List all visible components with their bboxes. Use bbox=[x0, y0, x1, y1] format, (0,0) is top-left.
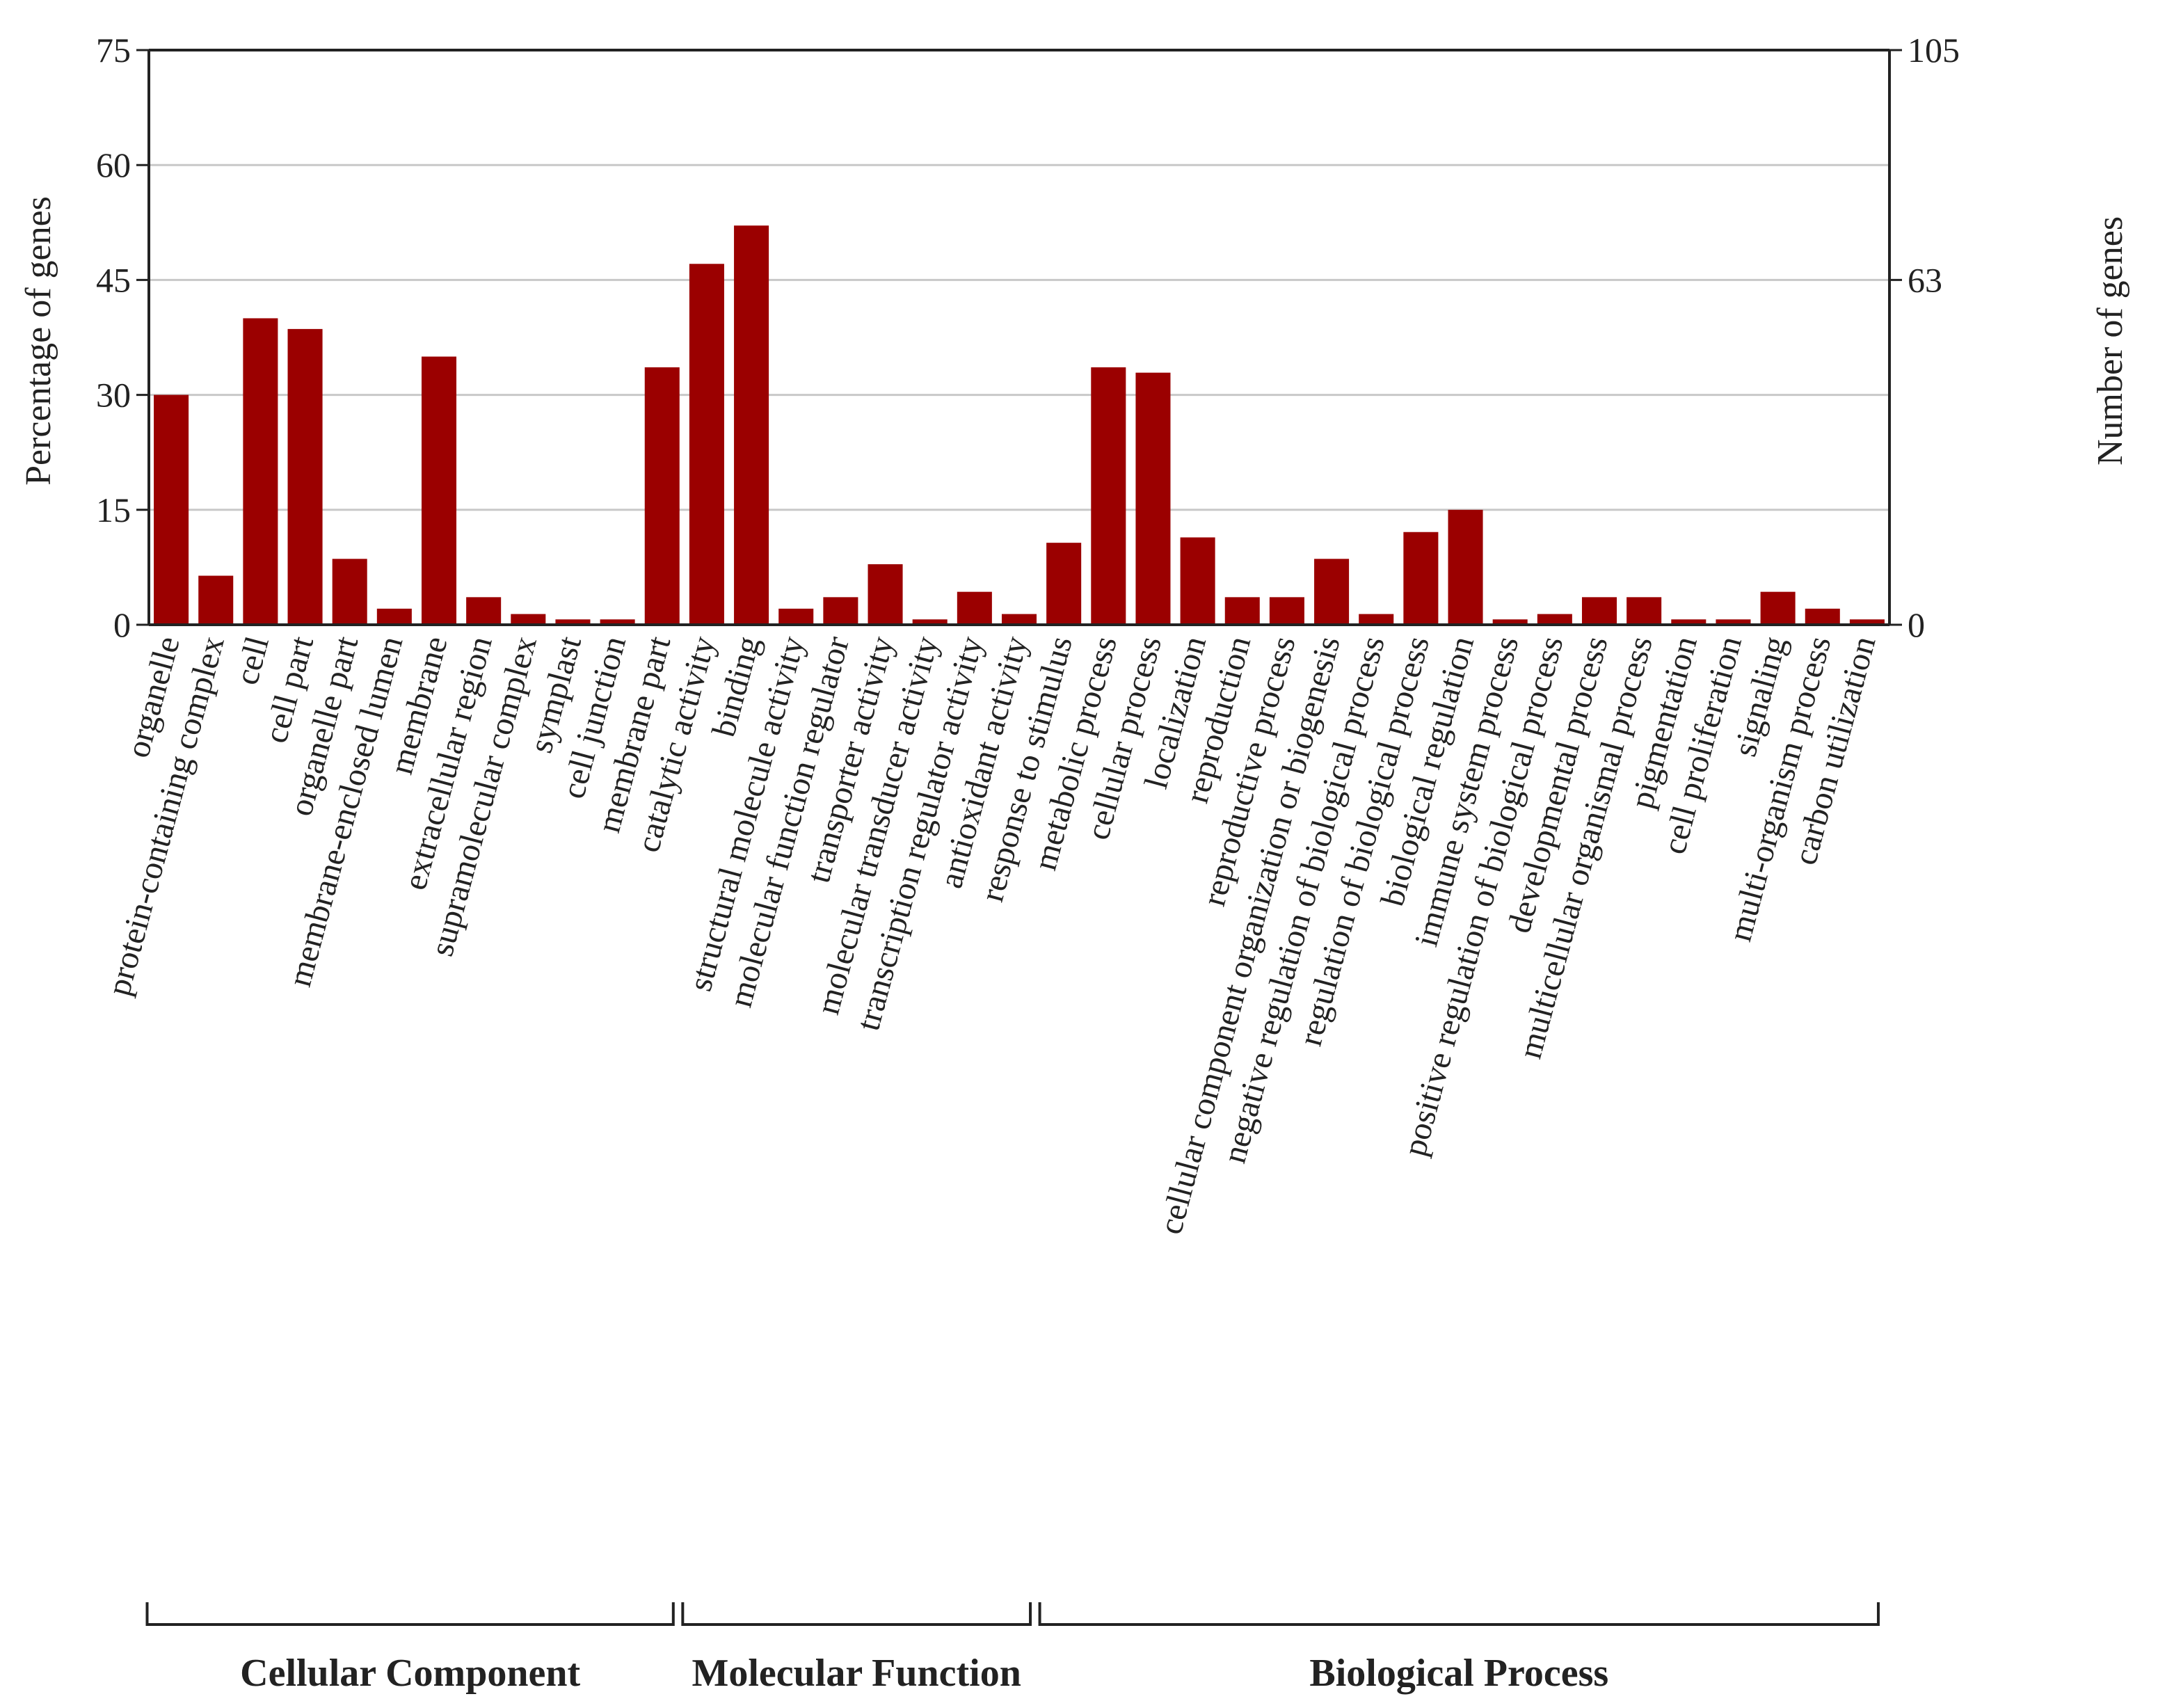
bar bbox=[421, 356, 457, 625]
bar bbox=[1805, 608, 1840, 625]
bar bbox=[1135, 372, 1171, 625]
bar bbox=[1269, 597, 1304, 625]
bar bbox=[1760, 591, 1796, 625]
bar bbox=[154, 394, 189, 625]
bar bbox=[957, 591, 992, 625]
bar bbox=[1001, 614, 1037, 625]
y-axis-title-right: Number of genes bbox=[2091, 216, 2130, 465]
bar bbox=[287, 328, 323, 625]
y-tick-label-right: 105 bbox=[1908, 31, 1960, 70]
bar bbox=[823, 597, 858, 625]
bar bbox=[1314, 559, 1350, 625]
category-label: cell bbox=[228, 632, 276, 689]
y-tick-label-right: 0 bbox=[1908, 605, 1925, 644]
grid-lines bbox=[149, 49, 1889, 511]
bar bbox=[1359, 614, 1394, 625]
bar bbox=[1046, 543, 1082, 625]
y-tick-label-left: 0 bbox=[113, 605, 131, 644]
group-bracket bbox=[1038, 1602, 1880, 1626]
bar bbox=[644, 367, 680, 625]
bar bbox=[1849, 619, 1885, 625]
y-tick-label-left: 45 bbox=[96, 260, 131, 299]
category-groups: Cellular Component Molecular Function Biol… bbox=[145, 1602, 1880, 1695]
bar bbox=[243, 318, 278, 625]
group-label: Cellular Component bbox=[240, 1652, 580, 1695]
bar bbox=[868, 564, 903, 625]
y-tick-label-left: 30 bbox=[96, 376, 131, 415]
bar bbox=[912, 619, 948, 625]
bar bbox=[1581, 597, 1617, 625]
bar bbox=[1492, 619, 1528, 625]
bar bbox=[689, 264, 724, 625]
y-tick-label-left: 75 bbox=[96, 31, 131, 70]
bar bbox=[1537, 614, 1572, 625]
bar bbox=[1091, 367, 1126, 625]
group-bracket bbox=[145, 1602, 675, 1626]
bar bbox=[1448, 509, 1483, 625]
bar bbox=[332, 559, 367, 625]
bar bbox=[511, 614, 546, 625]
bar bbox=[376, 608, 412, 625]
bar bbox=[466, 597, 502, 625]
bar bbox=[734, 225, 769, 625]
bar bbox=[555, 619, 591, 625]
bar bbox=[1403, 532, 1439, 625]
bar bbox=[1224, 597, 1260, 625]
bar bbox=[778, 608, 814, 625]
y-axis-title-left: Percentage of genes bbox=[19, 196, 58, 486]
bar bbox=[1627, 597, 1662, 625]
bar bbox=[600, 619, 635, 625]
bars bbox=[154, 225, 1885, 625]
y-tick-label-left: 60 bbox=[96, 145, 131, 184]
bar bbox=[198, 575, 234, 625]
group-bracket bbox=[681, 1602, 1032, 1626]
y-tick-label-left: 15 bbox=[96, 490, 131, 529]
axes: 0 15 30 45 60 75 0 63 105 bbox=[96, 31, 1960, 644]
bar bbox=[1716, 619, 1751, 625]
bar bbox=[1180, 537, 1215, 625]
group-label: Molecular Function bbox=[692, 1652, 1021, 1695]
group-label: Biological Process bbox=[1309, 1652, 1608, 1695]
y-tick-label-right: 63 bbox=[1908, 260, 1942, 299]
bar bbox=[1671, 619, 1707, 625]
